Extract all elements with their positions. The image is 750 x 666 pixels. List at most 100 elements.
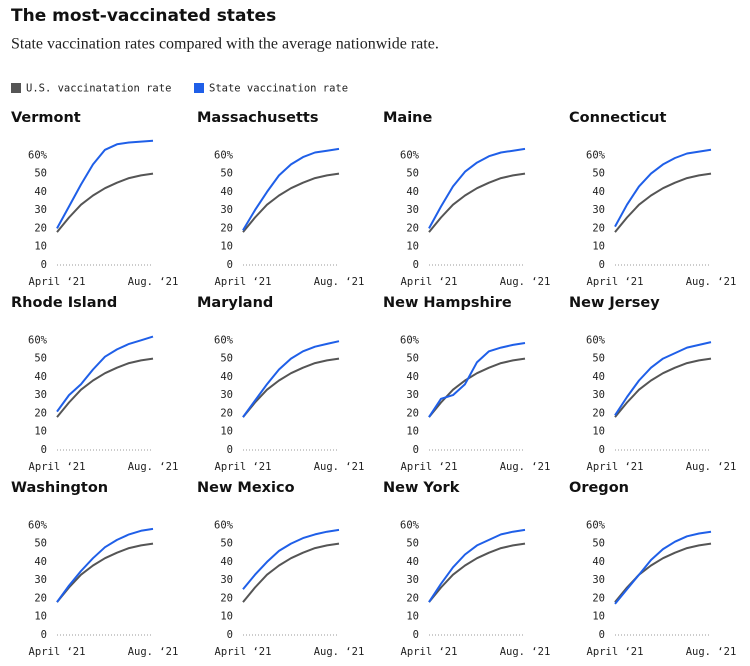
x-tick-label: Aug. ‘21 (686, 276, 737, 288)
y-tick-label: 0 (41, 629, 47, 641)
y-tick-label: 40 (406, 556, 419, 568)
series-line (242, 528, 340, 590)
series-line (242, 172, 340, 233)
y-tick-label: 10 (406, 611, 419, 623)
y-tick-label: 10 (34, 611, 47, 623)
x-tick-label: Aug. ‘21 (314, 276, 365, 288)
y-tick-label: 60% (586, 149, 606, 161)
y-tick-label: 50 (220, 168, 233, 180)
y-tick-label: 10 (220, 426, 233, 438)
series-line (56, 139, 154, 229)
x-tick-label: Aug. ‘21 (686, 646, 737, 658)
x-tick-label: Aug. ‘21 (128, 646, 179, 658)
series-line (428, 172, 526, 233)
panel-title: New Mexico (197, 480, 295, 496)
y-tick-label: 30 (406, 574, 419, 586)
y-tick-label: 40 (592, 556, 605, 568)
y-tick-label: 30 (592, 389, 605, 401)
y-tick-label: 50 (220, 538, 233, 550)
y-tick-label: 10 (592, 611, 605, 623)
y-tick-label: 0 (599, 444, 605, 456)
y-tick-label: 50 (592, 538, 605, 550)
x-tick-label: April ‘21 (215, 461, 272, 473)
y-tick-label: 30 (592, 204, 605, 216)
y-tick-label: 20 (34, 222, 47, 234)
panel-title: Massachusetts (197, 110, 318, 126)
panel-title: Oregon (569, 480, 629, 496)
y-tick-label: 20 (592, 222, 605, 234)
panel-title: Maryland (197, 295, 273, 311)
legend-swatch (194, 83, 204, 93)
y-tick-label: 30 (406, 389, 419, 401)
panel-title: Maine (383, 110, 433, 126)
panel-title: Vermont (11, 110, 81, 126)
y-tick-label: 20 (34, 407, 47, 419)
series-line (428, 147, 526, 229)
y-tick-label: 50 (34, 353, 47, 365)
y-tick-label: 50 (592, 353, 605, 365)
x-tick-label: April ‘21 (29, 461, 86, 473)
y-tick-label: 30 (220, 574, 233, 586)
y-tick-label: 30 (406, 204, 419, 216)
y-tick-label: 40 (34, 371, 47, 383)
series-line (614, 172, 712, 233)
x-tick-label: Aug. ‘21 (128, 461, 179, 473)
x-tick-label: April ‘21 (587, 276, 644, 288)
y-tick-label: 20 (220, 407, 233, 419)
series-line (56, 357, 154, 418)
y-tick-label: 50 (220, 353, 233, 365)
y-tick-label: 40 (406, 371, 419, 383)
y-tick-label: 30 (220, 389, 233, 401)
y-tick-label: 60% (28, 149, 48, 161)
y-tick-label: 10 (592, 241, 605, 253)
y-tick-label: 60% (400, 334, 420, 346)
series-line (56, 527, 154, 603)
y-tick-label: 30 (34, 204, 47, 216)
y-tick-label: 0 (413, 444, 419, 456)
y-tick-label: 40 (34, 556, 47, 568)
panel-title: New Jersey (569, 295, 660, 311)
y-tick-label: 60% (400, 149, 420, 161)
panel-title: New York (383, 480, 460, 496)
y-tick-label: 40 (220, 186, 233, 198)
y-tick-label: 40 (220, 556, 233, 568)
y-tick-label: 10 (406, 426, 419, 438)
series-line (242, 357, 340, 418)
y-tick-label: 30 (34, 574, 47, 586)
y-tick-label: 10 (34, 426, 47, 438)
y-tick-label: 50 (406, 538, 419, 550)
y-tick-label: 10 (592, 426, 605, 438)
y-tick-label: 60% (400, 519, 420, 531)
y-tick-label: 50 (34, 168, 47, 180)
y-tick-label: 20 (220, 592, 233, 604)
y-tick-label: 10 (34, 241, 47, 253)
y-tick-label: 0 (41, 444, 47, 456)
series-line (56, 335, 154, 413)
x-tick-label: Aug. ‘21 (686, 461, 737, 473)
series-line (428, 528, 526, 603)
y-tick-label: 10 (406, 241, 419, 253)
x-tick-label: April ‘21 (587, 461, 644, 473)
series-line (428, 342, 526, 418)
x-tick-label: Aug. ‘21 (500, 646, 551, 658)
page-title: The most-vaccinated states (11, 6, 276, 26)
x-tick-label: Aug. ‘21 (128, 276, 179, 288)
y-tick-label: 30 (592, 574, 605, 586)
y-tick-label: 20 (592, 407, 605, 419)
y-tick-label: 60% (586, 519, 606, 531)
series-line (614, 341, 712, 416)
y-tick-label: 0 (413, 259, 419, 271)
y-tick-label: 20 (592, 592, 605, 604)
y-tick-label: 10 (220, 611, 233, 623)
x-tick-label: April ‘21 (401, 461, 458, 473)
y-tick-label: 20 (406, 222, 419, 234)
x-tick-label: April ‘21 (29, 276, 86, 288)
y-tick-label: 40 (592, 371, 605, 383)
legend-label: State vaccination rate (209, 83, 348, 95)
x-tick-label: April ‘21 (587, 646, 644, 658)
y-tick-label: 0 (41, 259, 47, 271)
x-tick-label: Aug. ‘21 (500, 276, 551, 288)
x-tick-label: Aug. ‘21 (500, 461, 551, 473)
y-tick-label: 40 (406, 186, 419, 198)
